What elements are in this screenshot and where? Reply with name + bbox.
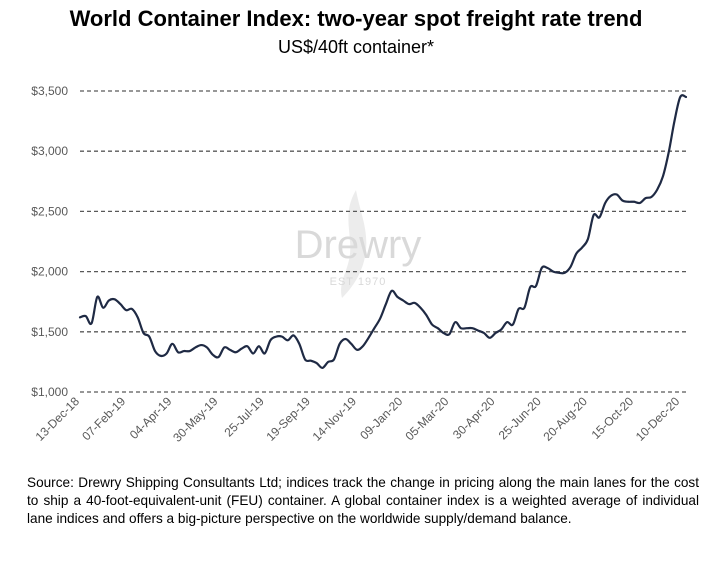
x-tick-label: 04-Apr-19 <box>127 394 175 442</box>
line-chart: Drewry EST 1970 $1,000 $1,500 $2,000 $2,500… <box>31 84 688 445</box>
watermark-tagline: EST 1970 <box>330 276 387 288</box>
x-tick-label: 30-May-19 <box>170 394 221 445</box>
y-tick-label: $2,000 <box>31 265 68 279</box>
chart-title: World Container Index: two-year spot fre… <box>69 6 643 31</box>
series-line <box>78 94 688 370</box>
y-tick-label: $1,500 <box>31 325 68 339</box>
x-tick-label: 30-Apr-20 <box>450 394 498 442</box>
chart-subtitle: US$/40ft container* <box>277 37 435 57</box>
x-tick-label: 05-Mar-20 <box>402 394 451 443</box>
y-tick-label: $2,500 <box>31 204 68 218</box>
x-tick-label: 07-Feb-19 <box>79 394 128 443</box>
watermark: Drewry EST 1970 <box>295 190 422 298</box>
x-tick-label: 15-Oct-20 <box>589 394 637 442</box>
x-tick-label: 14-Nov-19 <box>310 394 360 444</box>
x-tick-label: 20-Aug-20 <box>540 394 590 444</box>
y-tick-label: $3,500 <box>31 84 68 98</box>
y-tick-label: $1,000 <box>31 385 68 399</box>
x-tick-label: 09-Jan-20 <box>357 394 405 442</box>
watermark-brand: Drewry <box>295 223 422 267</box>
x-tick-label: 10-Dec-20 <box>633 394 683 444</box>
y-tick-label: $3,000 <box>31 144 68 158</box>
x-tick-label: 13-Dec-18 <box>33 394 83 444</box>
x-tick-label: 25-Jun-20 <box>496 394 544 442</box>
y-gridlines <box>80 90 686 393</box>
x-tick-label: 19-Sep-19 <box>263 394 313 444</box>
x-tick-label: 25-Jul-19 <box>222 394 268 440</box>
y-axis-ticks: $1,000 $1,500 $2,000 $2,500 $3,000 $3,500 <box>31 84 68 399</box>
source-note: Source: Drewry Shipping Consultants Ltd;… <box>27 475 699 526</box>
